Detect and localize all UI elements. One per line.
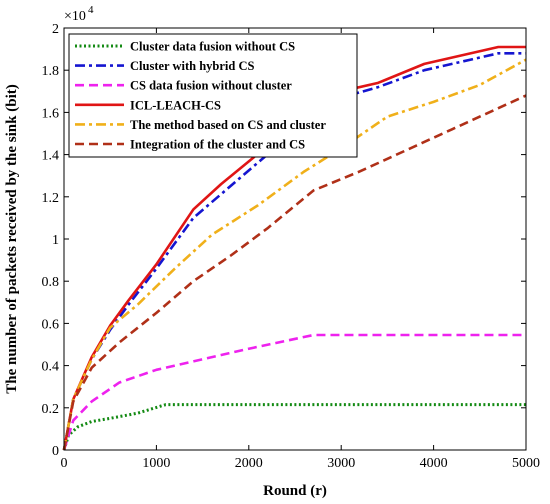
series-line-1 [62, 403, 526, 451]
y-multiplier-exponent: 4 [88, 4, 94, 16]
legend-box [68, 33, 358, 158]
y-tick-label: 1.2 [42, 191, 60, 206]
y-tick-label: 1.4 [42, 149, 60, 164]
y-tick-label: 1.6 [42, 106, 60, 121]
y-tick-label: 0.6 [42, 317, 60, 332]
y-tick-label: 1 [52, 233, 59, 248]
legend-label-5: The method based on CS and cluster [130, 118, 326, 132]
x-axis-title: Round (r) [263, 483, 327, 499]
x-tick-label: 3000 [327, 456, 355, 471]
y-axis-title: The number of packets received by the si… [4, 84, 20, 393]
y-tick-label: 0.2 [42, 402, 60, 417]
series-line-3 [62, 333, 526, 451]
legend: Cluster data fusion without CS Cluster wi… [68, 33, 358, 158]
x-tick-label: 4000 [420, 456, 448, 471]
x-tick-label: 5000 [512, 456, 540, 471]
y-tick-label: 0 [52, 444, 59, 459]
y-multiplier-base: ×10 [64, 9, 86, 24]
series-line-5 [62, 58, 527, 451]
y-tick-label: 0.4 [42, 360, 60, 375]
x-tick-label: 2000 [235, 456, 263, 471]
ticks-layer: 0 1000 2000 3000 4000 5000 0 0.2 0.4 0.6 0.8 1 1.2 1.… [42, 22, 541, 471]
x-tick-label: 0 [61, 456, 68, 471]
legend-label-6: Integration of the cluster and CS [130, 138, 305, 152]
x-tick-label: 1000 [142, 456, 170, 471]
y-tick-label: 1.8 [42, 64, 60, 79]
legend-label-2: Cluster with hybrid CS [130, 59, 254, 73]
y-tick-label: 0.8 [42, 275, 60, 290]
legend-label-1: Cluster data fusion without CS [130, 40, 295, 54]
series-layer [62, 45, 527, 451]
legend-label-3: CS data fusion without cluster [130, 79, 292, 93]
legend-label-4: ICL-LEACH-CS [130, 98, 221, 112]
y-tick-label: 2 [52, 22, 59, 37]
